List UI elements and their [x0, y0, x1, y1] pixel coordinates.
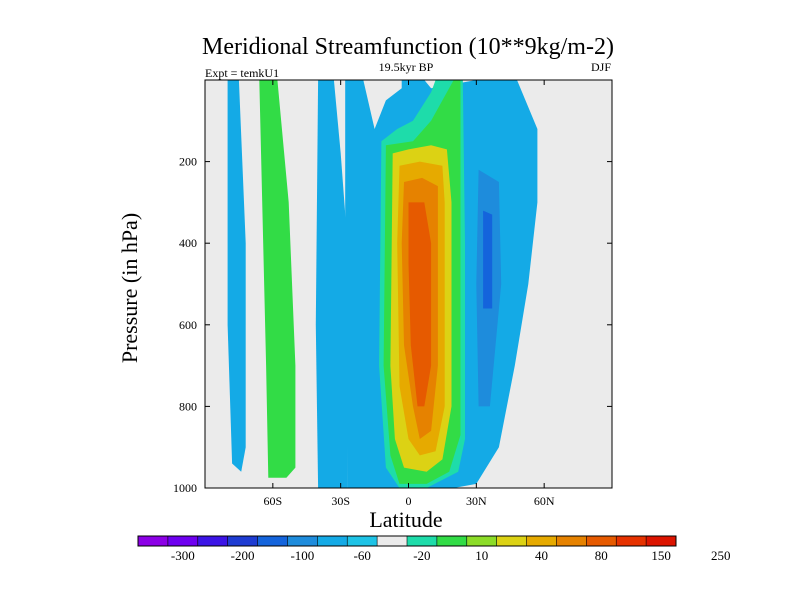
colorbar-box-1 — [167, 536, 199, 546]
contour-region-0 — [227, 80, 246, 472]
colorbar-box-6 — [317, 536, 348, 546]
contour-region-1 — [259, 80, 296, 478]
y-tick-label: 800 — [179, 399, 197, 413]
colorbar-box-10 — [436, 536, 468, 546]
colorbar-label: -300 — [171, 548, 195, 563]
season-label: DJF — [591, 60, 611, 74]
colorbar-box-5 — [287, 536, 318, 546]
contour-region-11 — [408, 202, 432, 407]
x-tick-label: 60N — [534, 494, 555, 508]
x-axis-label: Latitude — [369, 507, 442, 532]
colorbar-label: 250 — [711, 548, 731, 563]
colorbar-box-7 — [347, 536, 378, 546]
colorbar-label: -20 — [413, 548, 430, 563]
colorbar-box-16 — [616, 536, 647, 546]
contour-regions — [227, 80, 538, 488]
colorbar-box-14 — [556, 536, 587, 546]
colorbar-box-13 — [526, 536, 557, 546]
period-label: 19.5kyr BP — [379, 60, 434, 74]
contour-region-2 — [315, 80, 348, 488]
colorbar-label: 80 — [595, 548, 608, 563]
y-axis: 200 400 600 800 1000 — [173, 155, 612, 495]
y-tick-label: 200 — [179, 155, 197, 169]
y-tick-label: 600 — [179, 318, 197, 332]
colorbar-box-2 — [197, 536, 228, 546]
x-tick-label: 30S — [331, 494, 350, 508]
colorbar-box-17 — [646, 536, 677, 546]
colorbar-label: 40 — [535, 548, 548, 563]
y-tick-label: 400 — [179, 236, 197, 250]
colorbar-box-15 — [586, 536, 617, 546]
colorbar: -300 -200 -100 -60 -20 10 40 80 150 250 — [137, 535, 731, 563]
colorbar-box-3 — [227, 536, 258, 546]
colorbar-label: 150 — [651, 548, 671, 563]
colorbar-box-4 — [257, 536, 288, 546]
x-tick-label: 30N — [466, 494, 487, 508]
colorbar-box-9 — [407, 536, 438, 546]
y-tick-label: 1000 — [173, 481, 197, 495]
x-tick-label: 0 — [406, 494, 412, 508]
x-tick-label: 60S — [263, 494, 282, 508]
experiment-label: Expt = temkU1 — [205, 66, 279, 80]
x-axis: 60S 30S 0 30N 60N — [263, 80, 555, 508]
colorbar-box-8 — [377, 536, 408, 546]
colorbar-box-12 — [496, 536, 527, 546]
chart-title: Meridional Streamfunction (10**9kg/m-2) — [202, 34, 614, 60]
colorbar-label: -200 — [231, 548, 255, 563]
colorbar-box-0 — [138, 536, 169, 546]
colorbar-label: -60 — [354, 548, 371, 563]
colorbar-label: 10 — [475, 548, 488, 563]
y-axis-label: Pressure (in hPa) — [117, 213, 142, 363]
colorbar-label: -100 — [290, 548, 314, 563]
colorbar-box-11 — [466, 536, 497, 546]
contour-region-5 — [483, 210, 493, 309]
colorbar-frame — [137, 535, 677, 547]
